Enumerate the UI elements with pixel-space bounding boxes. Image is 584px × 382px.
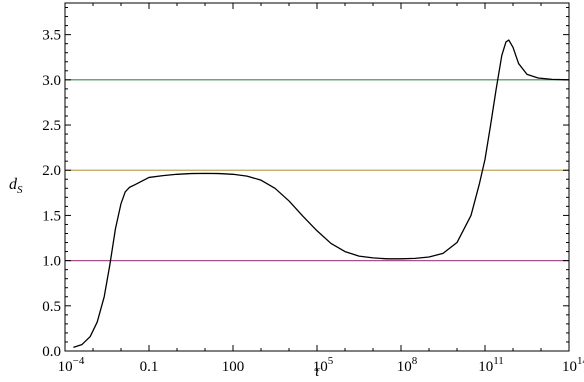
series-layer: [73, 39, 570, 348]
x-tick-label: 10−4: [58, 355, 85, 375]
y-axis-label-subscript: S: [17, 184, 23, 196]
x-tick-label: 108: [397, 355, 418, 375]
x-axis-label: τ: [314, 363, 321, 380]
x-tick-label: 1014: [562, 355, 584, 375]
x-tick-label: 1011: [478, 355, 504, 375]
x-tick-label: 105: [313, 355, 334, 375]
y-tick-label: 2.0: [42, 163, 61, 179]
y-axis-label-main: d: [9, 176, 18, 193]
x-axis: 10−4 0.1 100 105 108 1011 1014: [58, 3, 584, 375]
y-axis-label: dS: [9, 176, 23, 196]
x-tick-label: 0.1: [140, 359, 159, 375]
series-line: [73, 39, 570, 348]
x-tick-label: 100: [222, 359, 245, 375]
reference-lines: [65, 79, 569, 262]
y-tick-label: 0.5: [42, 299, 61, 315]
plot-frame: [64, 2, 570, 352]
y-tick-label: 2.5: [42, 118, 61, 134]
y-tick-label: 1.5: [42, 208, 61, 224]
y-tick-label: 1.0: [42, 254, 61, 270]
y-tick-label: 3.5: [42, 28, 61, 44]
y-axis: 0.0 0.5 1.0 1.5 2.0 2.5 3.0 3.5: [42, 7, 569, 360]
y-tick-label: 0.0: [42, 344, 61, 360]
y-tick-label: 3.0: [42, 73, 61, 89]
